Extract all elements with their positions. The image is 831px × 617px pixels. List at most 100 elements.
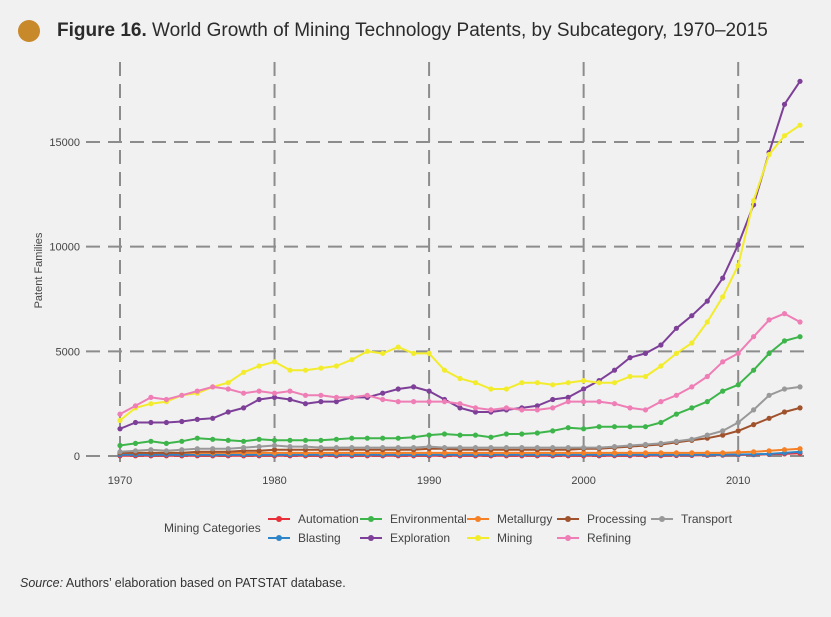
data-point [457, 375, 463, 382]
legend: Mining Categories Automation Blasting Envir… [164, 512, 733, 545]
data-point [302, 392, 309, 398]
data-point [333, 363, 339, 369]
y-tick-label: 0 [74, 451, 80, 463]
data-point [256, 436, 262, 442]
data-point [720, 428, 726, 434]
data-point [364, 445, 370, 451]
data-point [519, 431, 525, 437]
data-point [457, 445, 463, 451]
data-point [256, 444, 262, 450]
series-refining [117, 311, 803, 417]
data-point [797, 78, 803, 84]
data-point [720, 388, 726, 394]
data-point [333, 445, 339, 451]
data-point [766, 415, 772, 421]
data-point [751, 334, 757, 340]
data-point [642, 424, 649, 430]
x-tick-label: 1970 [108, 475, 132, 487]
data-point [797, 334, 803, 340]
data-point [194, 416, 200, 422]
data-point [472, 432, 479, 438]
data-point [287, 367, 293, 373]
data-point [225, 386, 231, 392]
data-point [472, 445, 479, 451]
data-point [256, 396, 262, 403]
data-point [488, 407, 494, 413]
data-point [503, 431, 509, 437]
legend-swatch-dot [368, 516, 374, 522]
data-point [333, 436, 339, 442]
data-point [395, 399, 401, 405]
data-point [318, 392, 324, 398]
data-point [349, 445, 355, 451]
data-point [488, 386, 494, 392]
data-point [766, 317, 772, 323]
data-point [241, 390, 247, 396]
data-point [194, 388, 200, 394]
data-point [735, 419, 741, 426]
data-point [472, 409, 479, 415]
data-point [132, 448, 139, 454]
data-point [720, 275, 726, 281]
data-point [441, 367, 448, 373]
legend-swatch-dot [276, 535, 282, 541]
data-point [302, 401, 309, 407]
data-point [287, 396, 293, 403]
x-tick-label: 1980 [262, 475, 286, 487]
legend-swatch-dot [475, 516, 481, 522]
data-point [766, 448, 772, 454]
data-point [271, 442, 278, 449]
data-point [426, 432, 432, 438]
data-point [441, 445, 448, 451]
data-point [117, 426, 123, 432]
data-point [426, 399, 432, 405]
data-point [766, 392, 772, 398]
legend-item-blasting: Blasting [268, 531, 341, 545]
data-point [735, 382, 741, 388]
data-point [395, 344, 401, 350]
data-point [781, 101, 788, 107]
data-point [225, 409, 231, 415]
data-point [225, 446, 231, 452]
data-point [349, 394, 355, 400]
data-point [797, 122, 803, 128]
legend-label: Exploration [390, 531, 450, 545]
data-point [380, 435, 386, 441]
data-point [673, 350, 680, 356]
data-point [241, 369, 247, 375]
data-point [611, 401, 618, 407]
data-point [596, 450, 602, 456]
data-point [364, 435, 370, 441]
data-point [411, 434, 417, 440]
series-lines [117, 78, 803, 459]
data-point [395, 435, 401, 441]
data-point [271, 437, 278, 443]
data-point [735, 449, 741, 455]
data-point [488, 445, 494, 451]
x-tick-label: 2000 [571, 475, 595, 487]
data-point [565, 425, 571, 431]
data-point [673, 438, 680, 444]
legend-title: Mining Categories [164, 521, 261, 535]
data-point [658, 450, 664, 456]
data-point [689, 436, 695, 442]
data-point [720, 432, 726, 438]
data-point [148, 438, 154, 444]
data-point [194, 446, 200, 452]
data-point [720, 450, 726, 456]
data-point [333, 394, 339, 400]
data-point [751, 367, 757, 373]
series-line [119, 385, 801, 453]
legend-label: Mining [497, 531, 532, 545]
data-point [658, 399, 664, 405]
y-axis-label: Patent Families [33, 232, 45, 308]
data-point [534, 445, 540, 451]
data-point [596, 380, 602, 386]
legend-swatch-dot [475, 535, 481, 541]
data-point [411, 399, 417, 405]
data-point [411, 350, 417, 356]
legend-swatch-dot [659, 516, 665, 522]
data-point [642, 407, 649, 413]
data-point [735, 350, 741, 356]
data-point [781, 409, 788, 415]
